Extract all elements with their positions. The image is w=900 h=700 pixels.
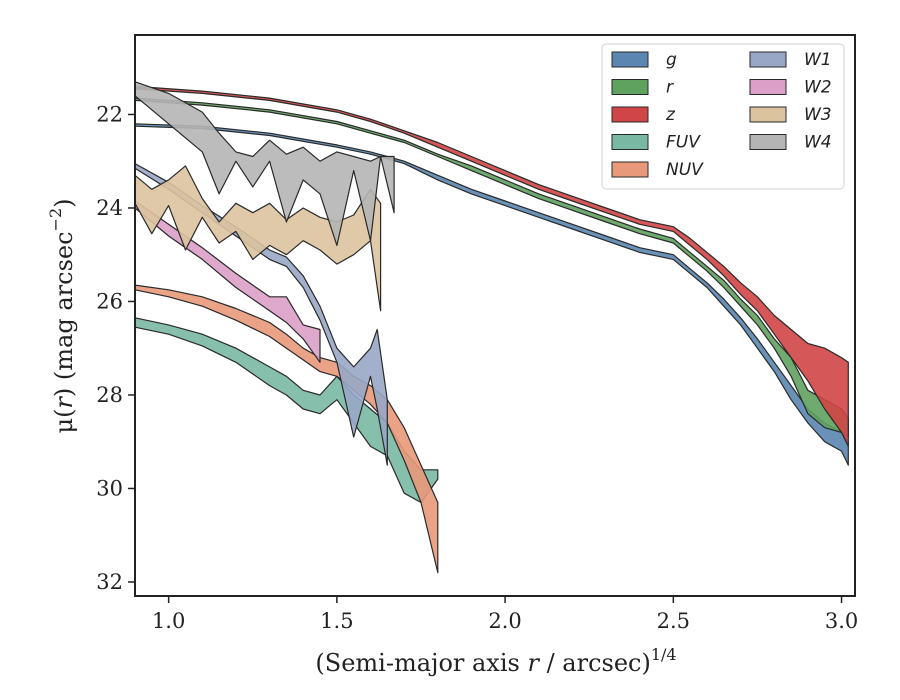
legend-label-w1: W1 — [804, 50, 832, 70]
legend-swatch-w3 — [749, 106, 787, 123]
x-axis-label-var: r — [527, 649, 540, 677]
y-axis-label-post: ) (mag arcsec — [50, 231, 78, 397]
legend-swatch-w4 — [749, 134, 787, 150]
legend-label-nuv: NUV — [666, 160, 704, 180]
y-axis-label-exp: −2 — [46, 208, 65, 232]
band-nuv — [134, 284, 439, 574]
band-z — [134, 85, 849, 447]
y-axis-label-close: ) — [50, 198, 78, 207]
x-axis-label-prefix: (Semi-major axis — [315, 649, 527, 677]
y-tick-label: 30 — [96, 476, 123, 500]
band-fuv — [134, 317, 439, 504]
legend-swatch-w2 — [749, 79, 787, 95]
legend: grz FUV NUV W1 W2 W3 W4 — [601, 43, 845, 190]
legend-label-z: z — [665, 105, 676, 125]
band-g — [134, 123, 849, 466]
legend-swatch-fuv — [611, 134, 649, 150]
legend-swatch-g — [611, 51, 649, 68]
y-tick-label: 24 — [96, 196, 123, 220]
x-tick-label: 1.5 — [320, 609, 353, 633]
y-axis-label: μ(r) (mag arcsec−2) — [46, 198, 78, 433]
legend-label-r: r — [666, 78, 674, 98]
x-tick-label: 2.0 — [488, 609, 521, 633]
y-axis-label-var: r — [50, 396, 78, 409]
band-w4 — [134, 81, 395, 246]
x-axis-label: (Semi-major axis r / arcsec)1/4 — [315, 645, 676, 677]
x-tick-label: 3.0 — [825, 609, 858, 633]
legend-swatch-z — [611, 106, 649, 123]
legend-label-fuv: FUV — [666, 133, 701, 153]
x-axis-label-exp: 1/4 — [651, 645, 677, 664]
legend-label-w2: W2 — [804, 78, 832, 98]
x-tick-label: 2.5 — [657, 609, 690, 633]
legend-label-g: g — [666, 50, 677, 70]
legend-label-w3: W3 — [804, 105, 832, 125]
x-tick-label: 1.0 — [152, 609, 185, 633]
legend-label-w4: W4 — [804, 133, 832, 153]
x-axis-label-suffix: / arcsec) — [539, 649, 651, 677]
y-axis-label-pre: μ( — [50, 409, 78, 434]
y-ticks: 22 24 26 28 30 32 — [96, 102, 135, 594]
band-w3 — [134, 165, 382, 312]
y-tick-label: 28 — [96, 383, 123, 407]
y-tick-label: 26 — [96, 289, 123, 313]
legend-swatch-w1 — [749, 51, 787, 68]
series-bands — [134, 81, 849, 574]
legend-swatch-r — [611, 79, 649, 95]
plot-frame — [134, 34, 856, 597]
y-tick-label: 22 — [96, 102, 123, 126]
band-w2 — [134, 200, 321, 363]
y-tick-label: 32 — [96, 570, 123, 594]
legend-swatch-nuv — [611, 161, 649, 178]
x-ticks: 1.0 1.5 2.0 2.5 3.0 — [152, 596, 858, 633]
